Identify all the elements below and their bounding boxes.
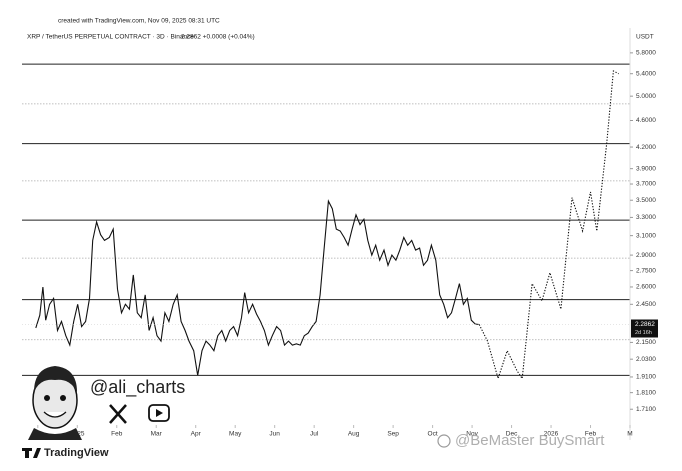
countdown: 2d 16h [635,330,652,336]
plot: 5.8000 5.4000 5.0000 4.6000 4.2000 3.9000 3.70… [22,28,658,440]
y-tick-label: 3.5000 [636,197,656,204]
x-tick-label: Sep [387,431,399,438]
y-tick-label: 3.3000 [636,214,656,221]
x-tick-label: Apr [191,431,202,438]
y-tick-label: 4.2000 [636,144,656,151]
y-tick-label: 5.0000 [636,93,656,100]
x-tick-label: Feb [585,431,597,438]
y-tick-label: 3.1000 [636,232,656,239]
symbol: XRP / TetherUS PERPETUAL CONTRACT · 3D ·… [27,34,194,41]
x-tick-label: Feb [111,431,123,438]
last-price-label: 2.2862 [635,321,655,328]
x-tick-label: Dec [506,431,518,438]
watermark-icon [437,434,451,448]
y-tick-label: 3.9000 [636,165,656,172]
price-line [35,199,480,376]
created-note: created with TradingView.com, Nov 09, 20… [58,18,220,25]
y-tick-label: 1.9100 [636,374,656,381]
last-price-box [631,319,658,338]
avatar [28,366,82,440]
y-tick-label: 2.9000 [636,252,656,259]
unit: USDT [636,34,654,41]
x-tick-label: Jun [269,431,280,438]
y-tick-label: 2.7500 [636,267,656,274]
y-tick-label: 3.7000 [636,181,656,188]
y-tick-label: 5.8000 [636,50,656,57]
y-tick-label: 2.0300 [636,356,656,363]
brand: TradingView [44,447,109,459]
x-tick-label: 2026 [544,431,559,438]
x-tick-label: Aug [348,431,360,438]
y-tick-label: 4.6000 [636,117,656,124]
y-tick-label: 1.7100 [636,406,656,413]
y-tick-label: 2.1500 [636,339,656,346]
y-tick-label: 2.4500 [636,301,656,308]
x-tick-label: Nov [466,431,478,438]
x-tick-label: Mar [151,431,163,438]
brand-logo [22,448,41,458]
x-tick-label: Jul [310,431,319,438]
handle: @ali_charts [90,377,185,398]
y-tick-label: 5.4000 [636,70,656,77]
youtube-icon [148,404,170,422]
quote: 2.2862 +0.0008 (+0.04%) [181,34,255,41]
x-tick-label: Oct [428,431,438,438]
x-icon [109,404,127,424]
x-tick-label: May [229,431,242,438]
watermark: @BeMaster BuySmart [455,432,605,449]
y-tick-label: 1.8100 [636,389,656,396]
x-tick-label: M [627,431,632,438]
y-tick-label: 2.6000 [636,284,656,291]
